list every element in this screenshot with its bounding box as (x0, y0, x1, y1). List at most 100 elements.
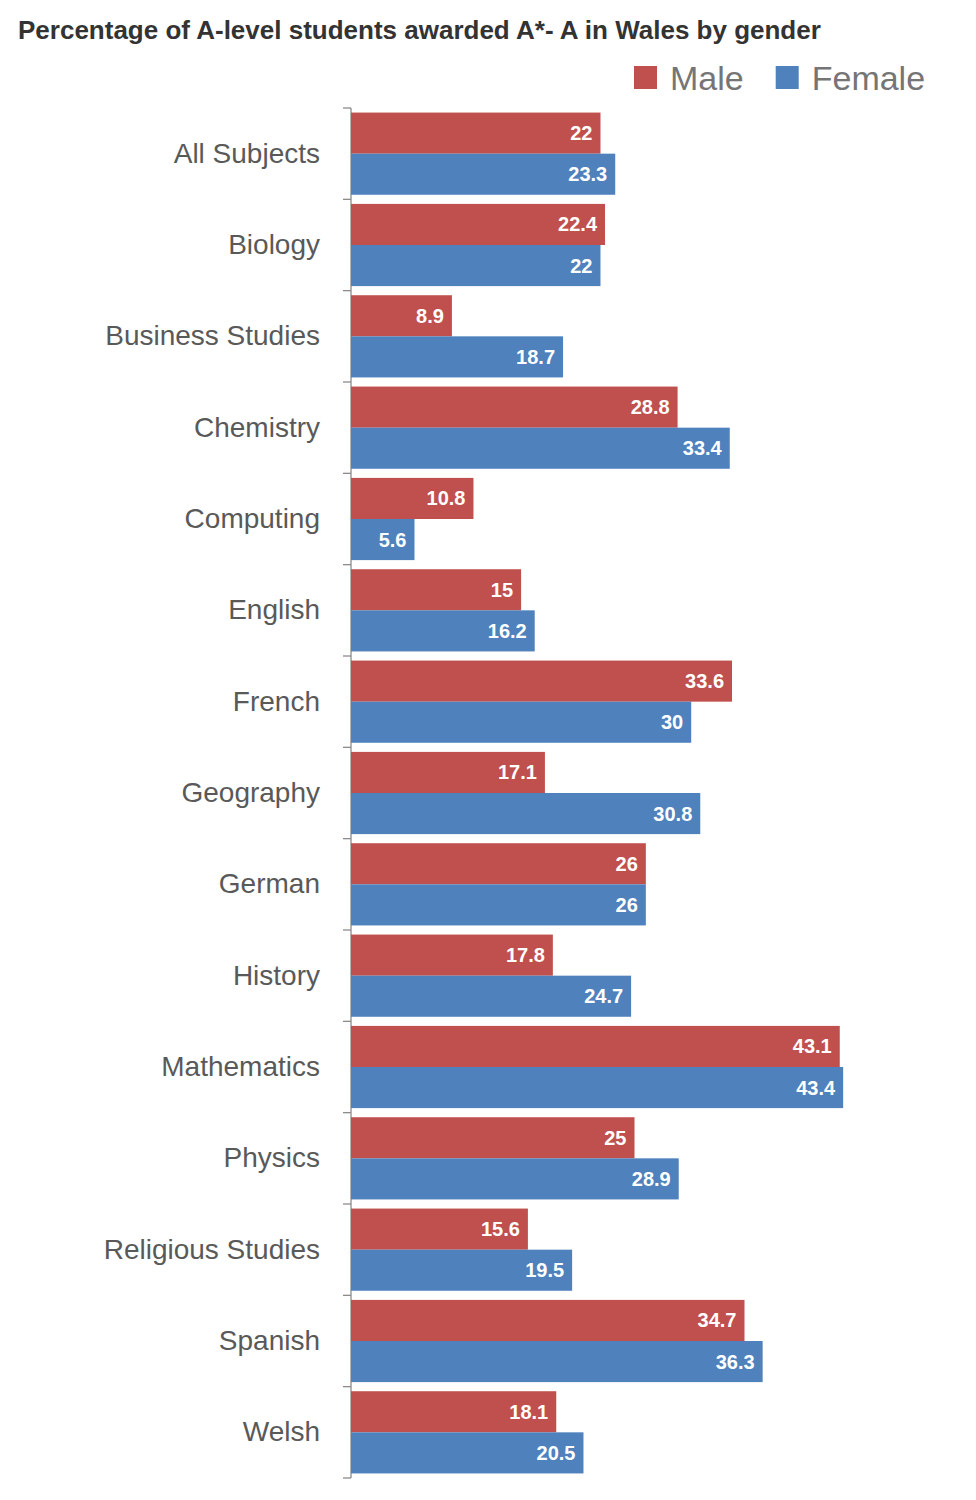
category-separator (343, 381, 351, 382)
tick: Chemistry (194, 412, 320, 443)
category-separator (343, 929, 351, 930)
tick-label: Physics (224, 1142, 320, 1173)
bar (351, 428, 730, 469)
tick-label: Business Studies (105, 320, 320, 351)
data-label: 5.6 (379, 529, 407, 551)
data-label: 20.5 (537, 1442, 576, 1464)
tick: French (233, 686, 320, 717)
data-labels: 2222.48.928.810.81533.617.12617.843.1251… (379, 122, 836, 1464)
bar (351, 1067, 843, 1108)
data-label: 33.6 (685, 670, 724, 692)
tick: Computing (185, 503, 320, 534)
tick-label: Geography (181, 777, 320, 808)
tick: Physics (224, 1142, 320, 1173)
bar (351, 569, 521, 610)
data-label: 22.4 (558, 213, 598, 235)
data-label: 26 (616, 853, 638, 875)
tick: Religious Studies (104, 1234, 320, 1265)
bar (351, 113, 600, 154)
bars (351, 113, 843, 1474)
category-separator (343, 838, 351, 839)
chart: Percentage of A-level students awarded A… (0, 0, 976, 1500)
data-label: 24.7 (584, 985, 623, 1007)
tick: Spanish (219, 1325, 320, 1356)
bar (351, 843, 646, 884)
legend-label: Male (670, 59, 744, 97)
tick: Mathematics (161, 1051, 320, 1082)
data-label: 15 (491, 579, 513, 601)
tick-label: Biology (228, 229, 320, 260)
data-label: 30.8 (653, 803, 692, 825)
data-label: 26 (616, 894, 638, 916)
tick-label: History (233, 960, 320, 991)
data-label: 34.7 (698, 1309, 737, 1331)
tick-label: Spanish (219, 1325, 320, 1356)
category-separator (343, 473, 351, 474)
legend: Male Female (634, 59, 925, 97)
data-label: 17.8 (506, 944, 545, 966)
data-label: 8.9 (416, 305, 444, 327)
category-separator (343, 747, 351, 748)
bar (351, 1391, 556, 1432)
bar (351, 702, 691, 743)
bar (351, 793, 700, 834)
bar (351, 1432, 583, 1473)
bar (351, 1026, 840, 1067)
category-separator (343, 655, 351, 656)
legend-swatch (634, 66, 657, 89)
bar (351, 1209, 528, 1250)
category-separator (343, 290, 351, 291)
bar (351, 1158, 679, 1199)
bar (351, 245, 600, 286)
bar (351, 884, 646, 925)
tick-label: Welsh (243, 1416, 320, 1447)
tick-label: French (233, 686, 320, 717)
data-label: 22 (570, 122, 592, 144)
data-label: 28.8 (631, 396, 670, 418)
category-separator (343, 199, 351, 200)
bar (351, 752, 545, 793)
tick-label: Mathematics (161, 1051, 320, 1082)
bar (351, 387, 678, 428)
category-separator (343, 1386, 351, 1387)
tick: Business Studies (105, 320, 320, 351)
data-label: 15.6 (481, 1218, 520, 1240)
tick-label: Computing (185, 503, 320, 534)
tick: Biology (228, 229, 320, 260)
bar (351, 1250, 572, 1291)
bar (351, 610, 535, 651)
data-label: 19.5 (525, 1259, 564, 1281)
title: Percentage of A-level students awarded A… (18, 15, 821, 45)
data-label: 25 (604, 1127, 626, 1149)
data-label: 17.1 (498, 761, 537, 783)
bar (351, 1300, 744, 1341)
tick: Welsh (243, 1416, 320, 1447)
tick-label: Religious Studies (104, 1234, 320, 1265)
bar (351, 336, 563, 377)
tick-label: All Subjects (174, 138, 320, 169)
category-separator (343, 1021, 351, 1022)
bar (351, 519, 415, 560)
data-label: 23.3 (568, 163, 607, 185)
category-separator (343, 1112, 351, 1113)
legend-label: Female (812, 59, 925, 97)
tick-label: Chemistry (194, 412, 320, 443)
data-label: 33.4 (683, 437, 723, 459)
bar (351, 478, 473, 519)
tick: History (233, 960, 320, 991)
data-label: 16.2 (488, 620, 527, 642)
data-label: 18.7 (516, 346, 555, 368)
bar (351, 661, 732, 702)
tick: German (219, 868, 320, 899)
bar (351, 295, 452, 336)
bar (351, 204, 605, 245)
legend-swatch (776, 66, 799, 89)
bar (351, 1341, 763, 1382)
data-label: 28.9 (632, 1168, 671, 1190)
data-label: 30 (661, 711, 683, 733)
tick-label: German (219, 868, 320, 899)
data-label: 43.4 (796, 1077, 836, 1099)
category-separator (343, 1295, 351, 1296)
tick: Geography (181, 777, 320, 808)
data-label: 43.1 (793, 1035, 832, 1057)
